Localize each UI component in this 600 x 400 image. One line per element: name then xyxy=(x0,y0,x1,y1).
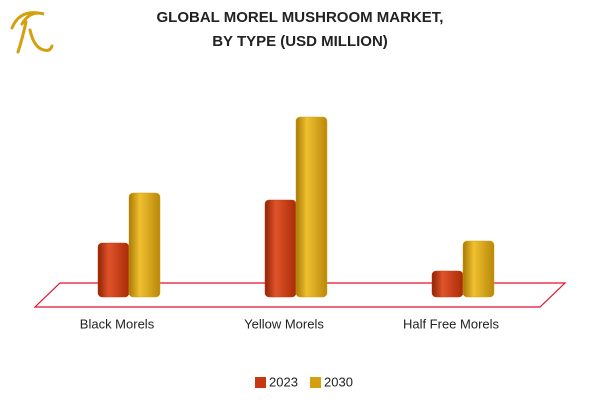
bar xyxy=(128,192,161,298)
chart-title: BY TYPE (USD MILLION) xyxy=(212,33,388,50)
logo xyxy=(10,11,54,54)
bar xyxy=(264,199,297,298)
x-tick-label: Half Free Morels xyxy=(403,316,500,331)
bar xyxy=(97,242,130,298)
x-tick-label: Black Morels xyxy=(80,316,155,331)
legend-label: 2030 xyxy=(324,374,353,389)
bar xyxy=(462,240,495,298)
legend-label: 2023 xyxy=(269,374,298,389)
legend-swatch xyxy=(255,377,266,388)
x-tick-label: Yellow Morels xyxy=(244,316,324,331)
legend-swatch xyxy=(310,377,321,388)
chart-title: GLOBAL MOREL MUSHROOM MARKET, xyxy=(157,9,444,26)
bar xyxy=(295,116,328,298)
bar xyxy=(431,270,464,298)
